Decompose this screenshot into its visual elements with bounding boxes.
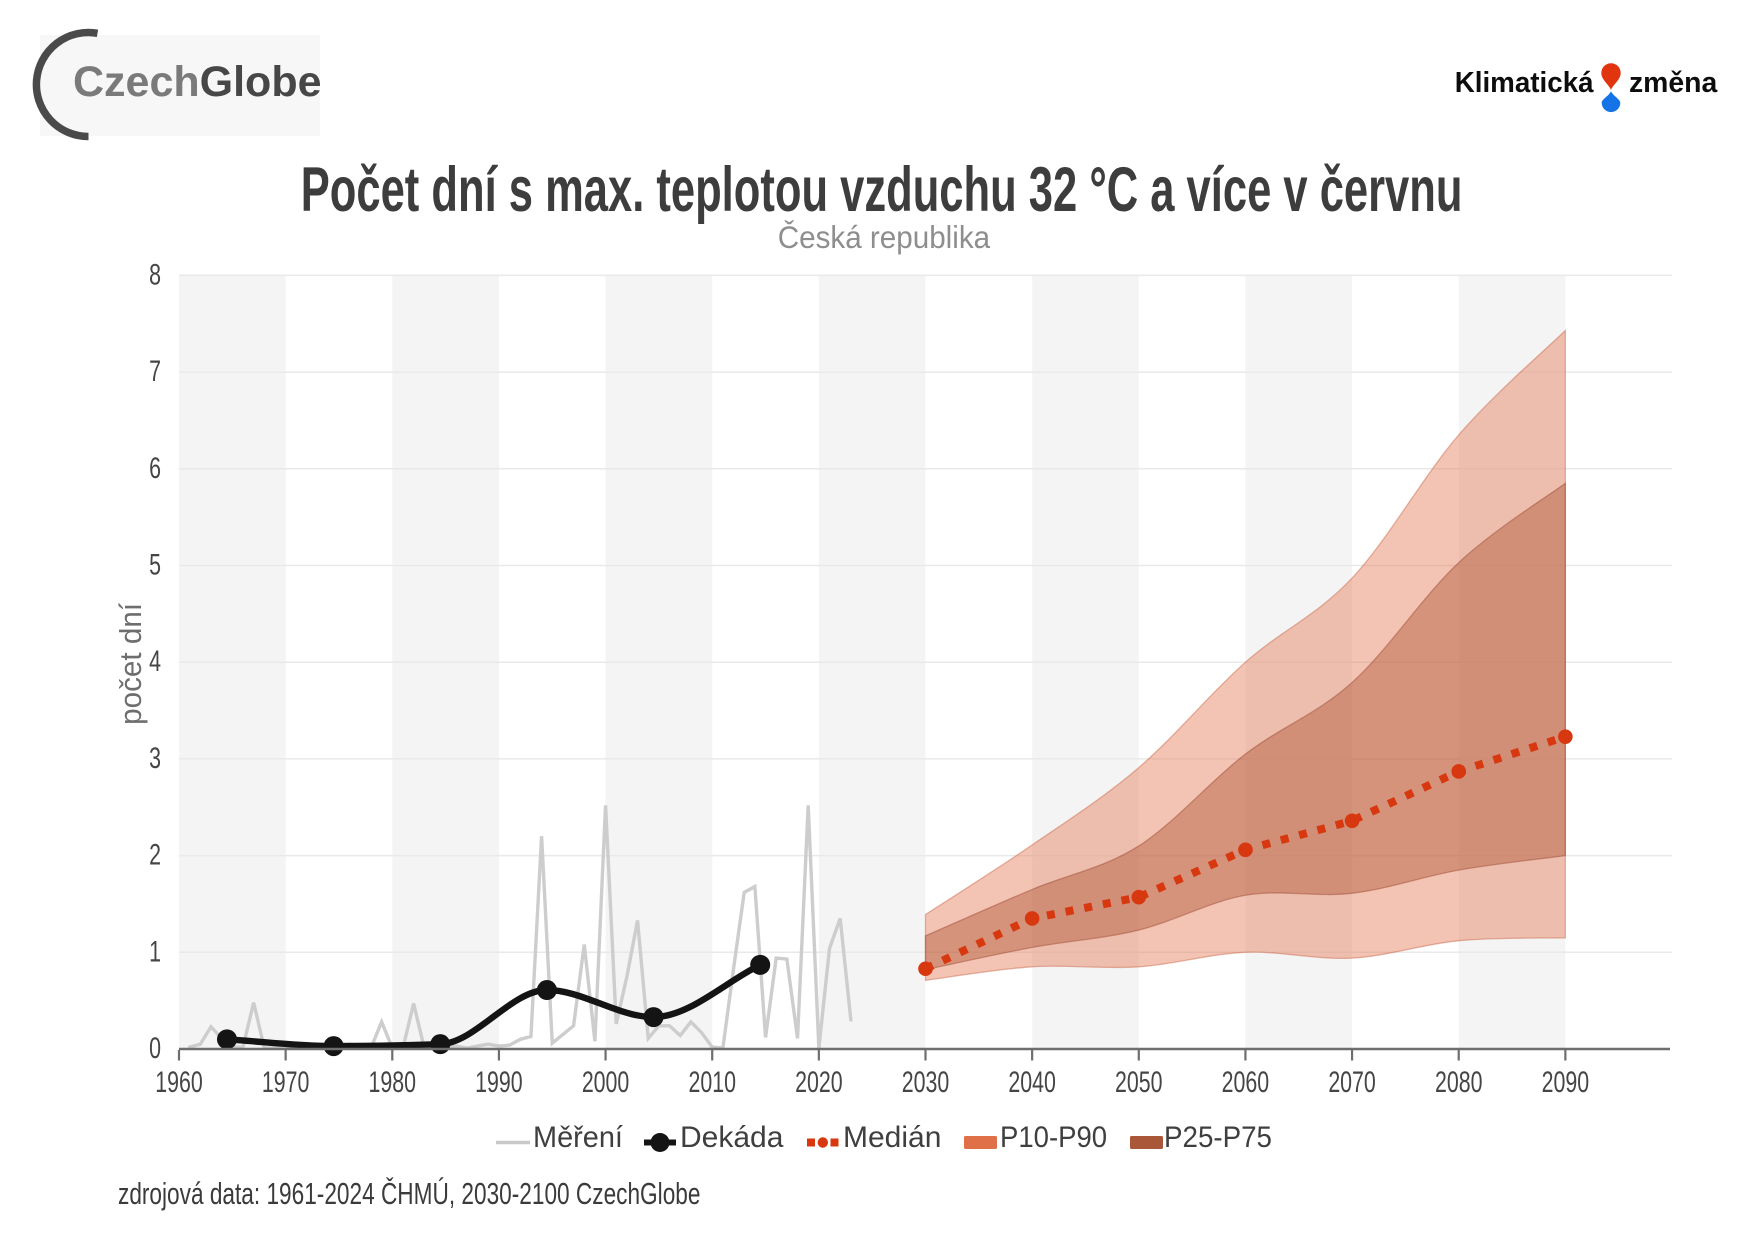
dot-medián [1451,764,1467,779]
x-tick-label: 2090 [1542,1066,1590,1099]
chart-subtitle: Česká republika [777,219,991,255]
legend-label-median: Medián [843,1120,942,1154]
legend-label-dekada: Dekáda [680,1120,784,1154]
band-p10-p90 [924,328,1567,982]
dot-medián [1558,729,1573,744]
x-tick-label: 2050 [1115,1066,1163,1099]
czechglobe-logo-backdrop [40,35,320,136]
dot-dekáda [323,1036,344,1057]
dot-dekáda [216,1029,237,1050]
chart-title-row: Počet dní s max. teplotou vzduchu 32 °C … [0,159,1753,222]
chart-subtitle-row: Česká republika [0,219,1753,255]
chart-title: Počet dní s max. teplotou vzduchu 32 °C … [301,155,1463,225]
y-tick-label: 1 [149,935,161,968]
y-tick-label: 2 [149,839,161,872]
dot-dekáda [536,980,557,1001]
x-tick-label: 1970 [262,1066,310,1099]
y-axis-title: počet dní [113,603,148,725]
x-tick-label: 2030 [902,1066,950,1099]
x-tick-label: 2080 [1435,1066,1483,1099]
dot-medián [918,961,933,977]
climate-drops-icon [1601,62,1621,112]
y-tick-label: 6 [149,452,161,485]
x-tick-label: 2060 [1222,1066,1270,1099]
klimaticka-zmena-word-left: Klimatická [1454,67,1594,99]
legend-label-p10-p90: P10-P90 [1000,1120,1108,1154]
band-p25-p75 [924,482,1567,971]
x-tick-label: 1980 [369,1066,417,1099]
y-tick-label: 4 [149,645,161,678]
dot-medián [1024,911,1040,926]
legend-swatch-median-dotted-dot [807,1137,839,1148]
dot-medián [1131,889,1147,905]
czechglobe-text-globe: Globe [199,58,322,106]
klimaticka-zmena-word-right: změna [1629,67,1718,99]
drop-red-icon [1601,62,1621,90]
x-tick-label: 2070 [1328,1066,1376,1099]
source-note: zdrojová data: 1961-2024 ČHMÚ, 2030-2100… [118,1176,701,1211]
series-line-měření [187,805,853,1050]
legend-swatch-dekada-line-dot [644,1133,676,1152]
y-tick-label: 8 [149,258,161,291]
y-tick-label: 5 [149,549,161,582]
legend-swatch-p10-p90-band [964,1136,997,1149]
dot-dekáda [643,1007,664,1028]
x-tick-label: 2000 [582,1066,630,1099]
y-tick-label: 0 [149,1032,161,1065]
x-tick-label: 2040 [1008,1066,1056,1099]
x-tick-label: 2010 [688,1066,736,1099]
y-tick-label: 3 [149,742,161,775]
x-tick-label: 2020 [795,1066,843,1099]
x-tick-label: 1990 [475,1066,523,1099]
dot-dekáda [430,1034,451,1055]
czechglobe-text-czech: Czech [73,58,200,106]
dot-medián [1238,842,1253,858]
x-tick-label: 1960 [155,1066,203,1099]
chart-legend: Měření Dekáda Medián P10-P90 [0,1121,1753,1163]
dot-medián [1344,813,1360,829]
czechglobe-arc-icon [32,28,99,141]
czechglobe-logo-text: CzechGlobe [73,61,322,104]
drop-blue-icon [1601,90,1621,112]
legend-label-mereni: Měření [533,1120,623,1154]
dot-dekáda [750,954,771,975]
legend-swatch-mereni-line [496,1140,530,1145]
legend-swatch-p25-p75-band [1130,1136,1163,1149]
y-tick-label: 7 [149,355,161,388]
legend-label-p25-p75: P25-P75 [1164,1120,1272,1154]
